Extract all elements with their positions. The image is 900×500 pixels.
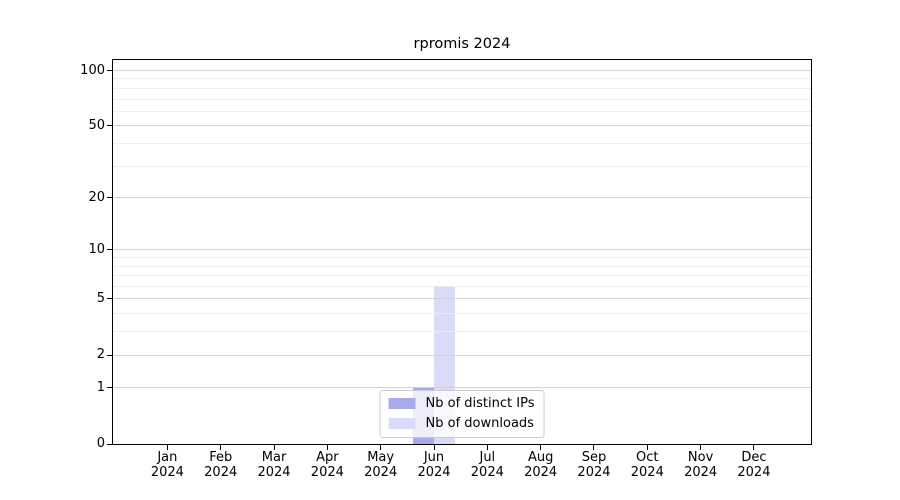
gridline-major-50	[113, 125, 811, 127]
x-tick-jul	[486, 444, 488, 450]
legend: Nb of distinct IPs Nb of downloads	[379, 390, 545, 438]
y-tick-label-0: 0	[96, 436, 105, 451]
x-tick-label-year: 2024	[524, 464, 558, 480]
gridline-minor-70	[113, 98, 811, 100]
x-tick-label-year: 2024	[257, 464, 291, 480]
x-tick-label-month: May	[367, 450, 395, 465]
legend-label: Nb of downloads	[425, 416, 534, 431]
x-tick-mar	[273, 444, 275, 450]
gridline-minor-60	[113, 110, 811, 112]
x-tick-label-year: 2024	[737, 464, 771, 480]
x-tick-label-year: 2024	[150, 464, 184, 480]
x-tick-label-month: Feb	[209, 450, 233, 465]
plot-layer: Nb of distinct IPs Nb of downloads	[113, 60, 811, 444]
y-tick-1	[107, 387, 113, 389]
x-tick-apr	[326, 444, 328, 450]
gridline-minor-40	[113, 142, 811, 144]
x-tick-label-year: 2024	[310, 464, 344, 480]
y-tick-100	[107, 70, 113, 71]
x-tick-aug	[540, 444, 542, 450]
gridline-major-10	[113, 249, 811, 251]
chart-title: rpromis 2024	[413, 36, 511, 52]
gridline-major-2	[113, 354, 811, 356]
x-tick-label-mar: Mar 2024	[242, 450, 306, 480]
gridline-minor-8	[113, 265, 811, 267]
x-tick-label-month: Jul	[479, 450, 496, 465]
x-tick-label-month: Mar	[261, 450, 287, 465]
y-tick-20	[107, 197, 113, 199]
gridline-minor-3	[113, 331, 811, 333]
x-tick-label-nov: Nov 2024	[669, 450, 733, 480]
gridline-major-1	[113, 387, 811, 389]
x-tick-oct	[646, 444, 648, 450]
x-tick-label-year: 2024	[630, 464, 664, 480]
y-tick-0	[107, 443, 113, 445]
x-tick-may	[380, 444, 382, 450]
y-tick-50	[107, 125, 113, 127]
legend-entry-nb-of-distinct-ips: Nb of distinct IPs	[388, 396, 535, 411]
gridline-major-5	[113, 298, 811, 300]
x-tick-jun	[433, 444, 435, 450]
y-tick-2	[107, 354, 113, 356]
x-tick-label-month: Apr	[316, 450, 339, 465]
gridline-minor-30	[113, 165, 811, 167]
x-tick-label-month: Aug	[527, 450, 554, 465]
x-tick-label-jul: Jul 2024	[455, 450, 519, 480]
x-tick-label-aug: Aug 2024	[509, 450, 573, 480]
gridline-minor-9	[113, 257, 811, 259]
gridline-minor-4	[113, 313, 811, 315]
x-tick-sep	[593, 444, 595, 450]
legend-entry-nb-of-downloads: Nb of downloads	[388, 416, 535, 431]
legend-swatch-nb-of-downloads	[388, 418, 416, 429]
y-tick-label-20: 20	[88, 189, 105, 205]
x-tick-label-month: Nov	[687, 450, 714, 465]
y-tick-label-1: 1	[96, 379, 105, 395]
x-tick-label-jun: Jun 2024	[402, 450, 466, 480]
gridline-minor-7	[113, 275, 811, 277]
x-tick-nov	[700, 444, 702, 450]
gridline-minor-6	[113, 286, 811, 288]
x-tick-dec	[753, 444, 755, 450]
x-tick-label-year: 2024	[364, 464, 398, 480]
y-tick-label-50: 50	[88, 117, 105, 133]
x-tick-label-month: Jun	[423, 450, 445, 465]
x-tick-label-year: 2024	[417, 464, 451, 480]
y-tick-label-10: 10	[88, 241, 105, 257]
y-tick-label-100: 100	[80, 62, 105, 78]
y-tick-5	[107, 298, 113, 300]
x-tick-label-year: 2024	[204, 464, 238, 480]
x-tick-label-sep: Sep 2024	[562, 450, 626, 480]
x-tick-label-oct: Oct 2024	[615, 450, 679, 480]
legend-swatch-nb-of-distinct-ips	[388, 398, 416, 409]
x-tick-label-year: 2024	[470, 464, 504, 480]
x-tick-label-month: Sep	[581, 450, 607, 465]
x-tick-jan	[166, 444, 168, 450]
y-tick-label-5: 5	[96, 290, 105, 306]
legend-label: Nb of distinct IPs	[425, 396, 535, 411]
gridline-minor-80	[113, 87, 811, 89]
x-tick-label-month: Oct	[636, 450, 659, 465]
x-tick-label-month: Jan	[157, 450, 178, 465]
x-tick-label-feb: Feb 2024	[189, 450, 253, 480]
gridline-major-100	[113, 70, 811, 71]
gridline-major-20	[113, 197, 811, 199]
x-tick-feb	[220, 444, 222, 450]
gridline-minor-90	[113, 78, 811, 80]
x-tick-label-month: Dec	[741, 450, 767, 465]
y-tick-10	[107, 249, 113, 251]
y-tick-label-2: 2	[96, 347, 105, 363]
x-tick-label-jan: Jan 2024	[135, 450, 199, 480]
x-tick-label-dec: Dec 2024	[722, 450, 786, 480]
x-tick-label-may: May 2024	[349, 450, 413, 480]
x-tick-label-year: 2024	[577, 464, 611, 480]
x-tick-label-year: 2024	[684, 464, 718, 480]
x-tick-label-apr: Apr 2024	[295, 450, 359, 480]
